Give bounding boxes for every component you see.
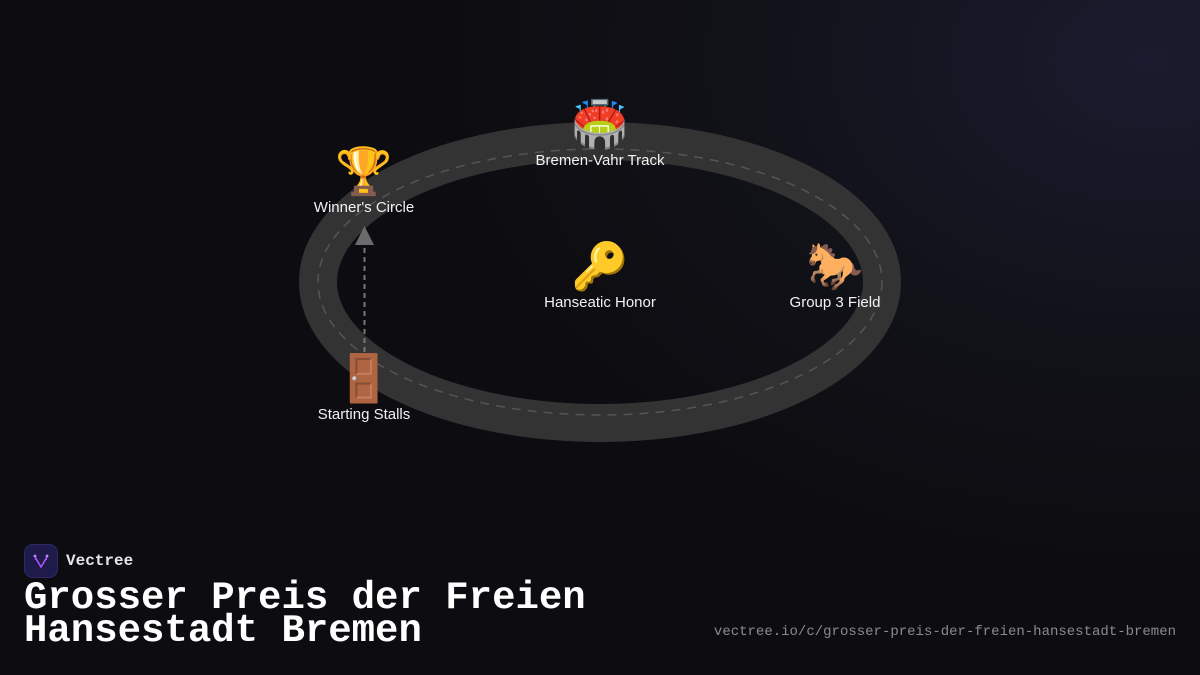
horse-icon: 🐎 (806, 240, 864, 292)
page-url[interactable]: vectree.io/c/grosser-preis-der-freien-ha… (713, 624, 1176, 640)
node-bremen-vahr-track[interactable]: 🏟️ Bremen-Vahr Track (536, 98, 665, 169)
node-label: Starting Stalls (317, 406, 411, 423)
brand: Vectree (24, 544, 133, 578)
door-icon: 🚪 (335, 352, 393, 404)
vectree-logo-icon (24, 544, 58, 578)
brand-name: Vectree (66, 552, 134, 570)
node-hanseatic-honor[interactable]: 🔑 Hanseatic Honor (544, 240, 656, 311)
title-line-2: Hansestadt Bremen (24, 609, 422, 653)
key-icon: 🔑 (571, 240, 629, 292)
node-group-3-field[interactable]: 🐎 Group 3 Field (790, 240, 881, 311)
node-label: Bremen-Vahr Track (535, 152, 665, 169)
node-label: Winner's Circle (313, 199, 415, 216)
title-line-1: Grosser Preis der Freien (24, 576, 586, 620)
stadium-icon: 🏟️ (571, 98, 629, 150)
node-winners-circle[interactable]: 🏆 Winner's Circle (314, 145, 414, 216)
arrow-head-icon (355, 226, 374, 245)
node-label: Group 3 Field (789, 294, 881, 311)
trophy-icon: 🏆 (335, 145, 393, 197)
node-starting-stalls[interactable]: 🚪 Starting Stalls (318, 352, 411, 423)
node-label: Hanseatic Honor (544, 294, 656, 311)
page-title: Grosser Preis der Freien Hansestadt Brem… (24, 579, 586, 651)
track-center-line (317, 148, 883, 416)
